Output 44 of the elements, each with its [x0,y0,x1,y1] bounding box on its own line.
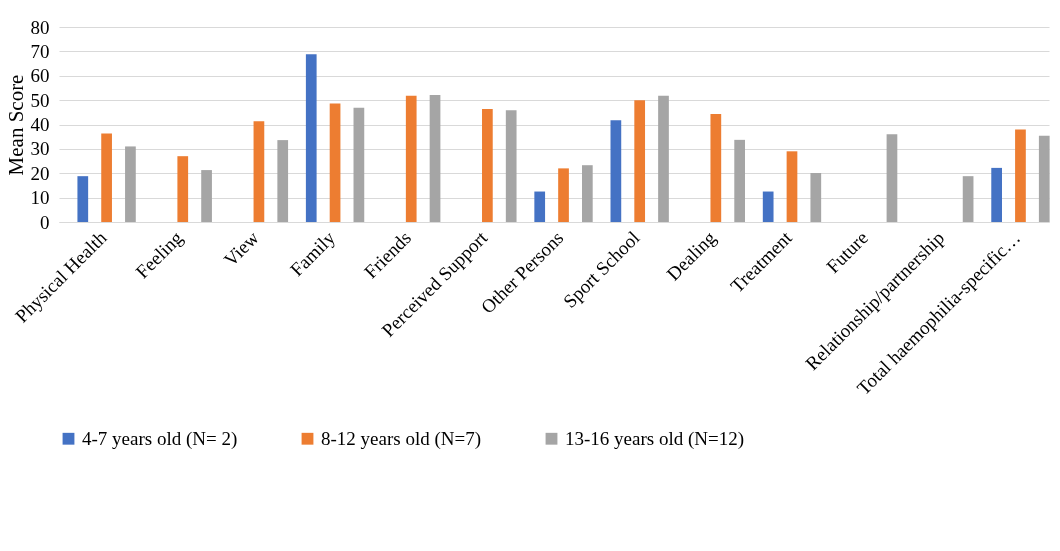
y-tick-label: 80 [30,16,50,38]
bar [177,156,189,222]
x-tick-label: View [219,226,264,271]
y-tick-label: 10 [30,187,50,209]
legend-label: 8-12 years old (N=7) [321,427,482,450]
bar [658,95,669,222]
y-tick-label: 30 [30,138,50,160]
y-tick-label: 60 [30,65,50,87]
bar [962,176,974,222]
bar [77,176,89,222]
bar [810,173,822,222]
bar [329,103,341,222]
bar [125,146,136,222]
y-tick-label: 70 [30,40,50,62]
legend-label: 4-7 years old (N= 2) [82,427,238,450]
bar [734,139,746,222]
bar [991,167,1002,222]
bar [762,191,774,222]
legend-label: 13-16 years old (N=12) [565,427,745,450]
bar [786,151,798,222]
bar [101,133,112,222]
y-tick-label: 50 [30,89,50,111]
bar [581,165,593,222]
bar [253,121,265,222]
bar [405,95,417,222]
bar [482,108,493,222]
bar [558,168,569,222]
y-tick-label: 0 [40,211,50,233]
bar [201,170,212,222]
y-tick-label: 20 [30,162,50,184]
bar [305,54,317,222]
bar [610,120,622,222]
bar [277,140,289,222]
bar [505,110,517,222]
bar [886,134,898,222]
bar [710,114,722,222]
y-tick-label: 40 [30,114,50,135]
bar [634,100,646,222]
bar [429,95,441,222]
bar [1015,129,1026,222]
bar [534,191,546,222]
bar [1038,135,1050,222]
y-axis-title: Mean Score [3,74,28,176]
bar [353,107,365,222]
